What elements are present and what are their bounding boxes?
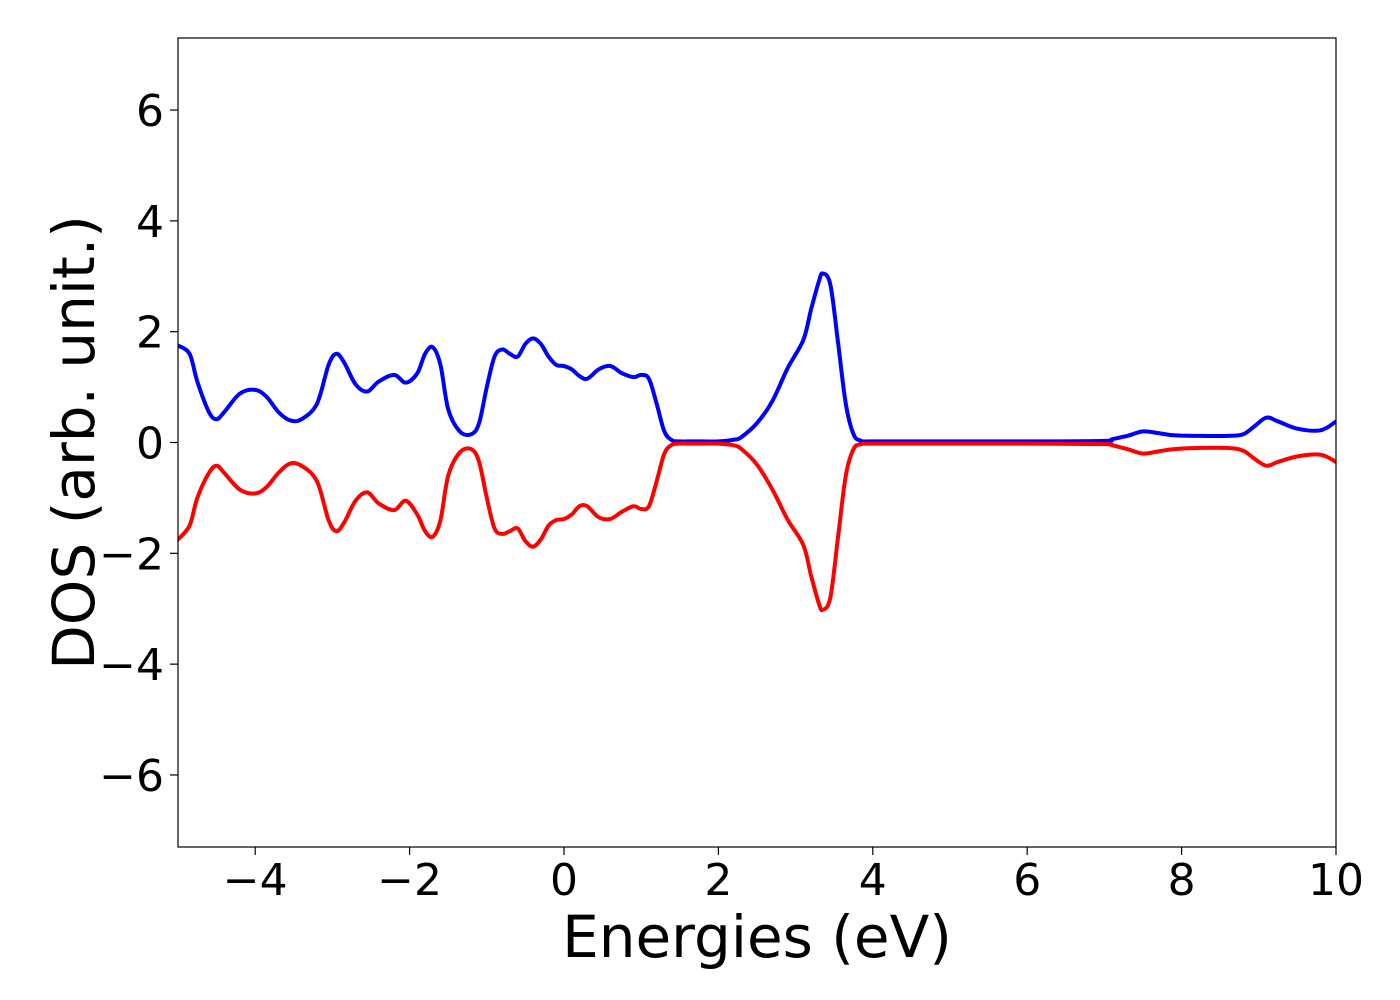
x-tick-label: 6 (1013, 855, 1041, 906)
x-tick-label: −4 (223, 855, 288, 906)
x-tick-label: 0 (550, 855, 578, 906)
y-tick-label: 4 (136, 197, 164, 248)
x-axis-ticks: −4 −2 0 2 4 6 8 10 (223, 847, 1364, 906)
dos-series-spin-up-line (178, 271, 1336, 444)
y-axis-title: DOS (arb. unit.) (40, 215, 108, 670)
x-tick-label: 10 (1308, 855, 1364, 906)
y-tick-label: −6 (99, 751, 164, 802)
y-tick-label: 2 (136, 308, 164, 359)
x-tick-label: 2 (704, 855, 732, 906)
y-tick-label: −4 (99, 640, 164, 691)
dos-series-spin-down-line (178, 441, 1336, 613)
y-tick-label: 0 (136, 419, 164, 470)
y-axis-ticks: −6 −4 −2 0 2 4 6 (99, 86, 178, 802)
series-layer (178, 271, 1336, 613)
x-tick-label: −2 (377, 855, 442, 906)
x-tick-label: 4 (859, 855, 887, 906)
plot-frame (177, 37, 1337, 848)
y-tick-label: −2 (99, 529, 164, 580)
x-tick-label: 8 (1168, 855, 1196, 906)
y-tick-label: 6 (136, 86, 164, 137)
x-axis-title: Energies (eV) (562, 903, 952, 971)
